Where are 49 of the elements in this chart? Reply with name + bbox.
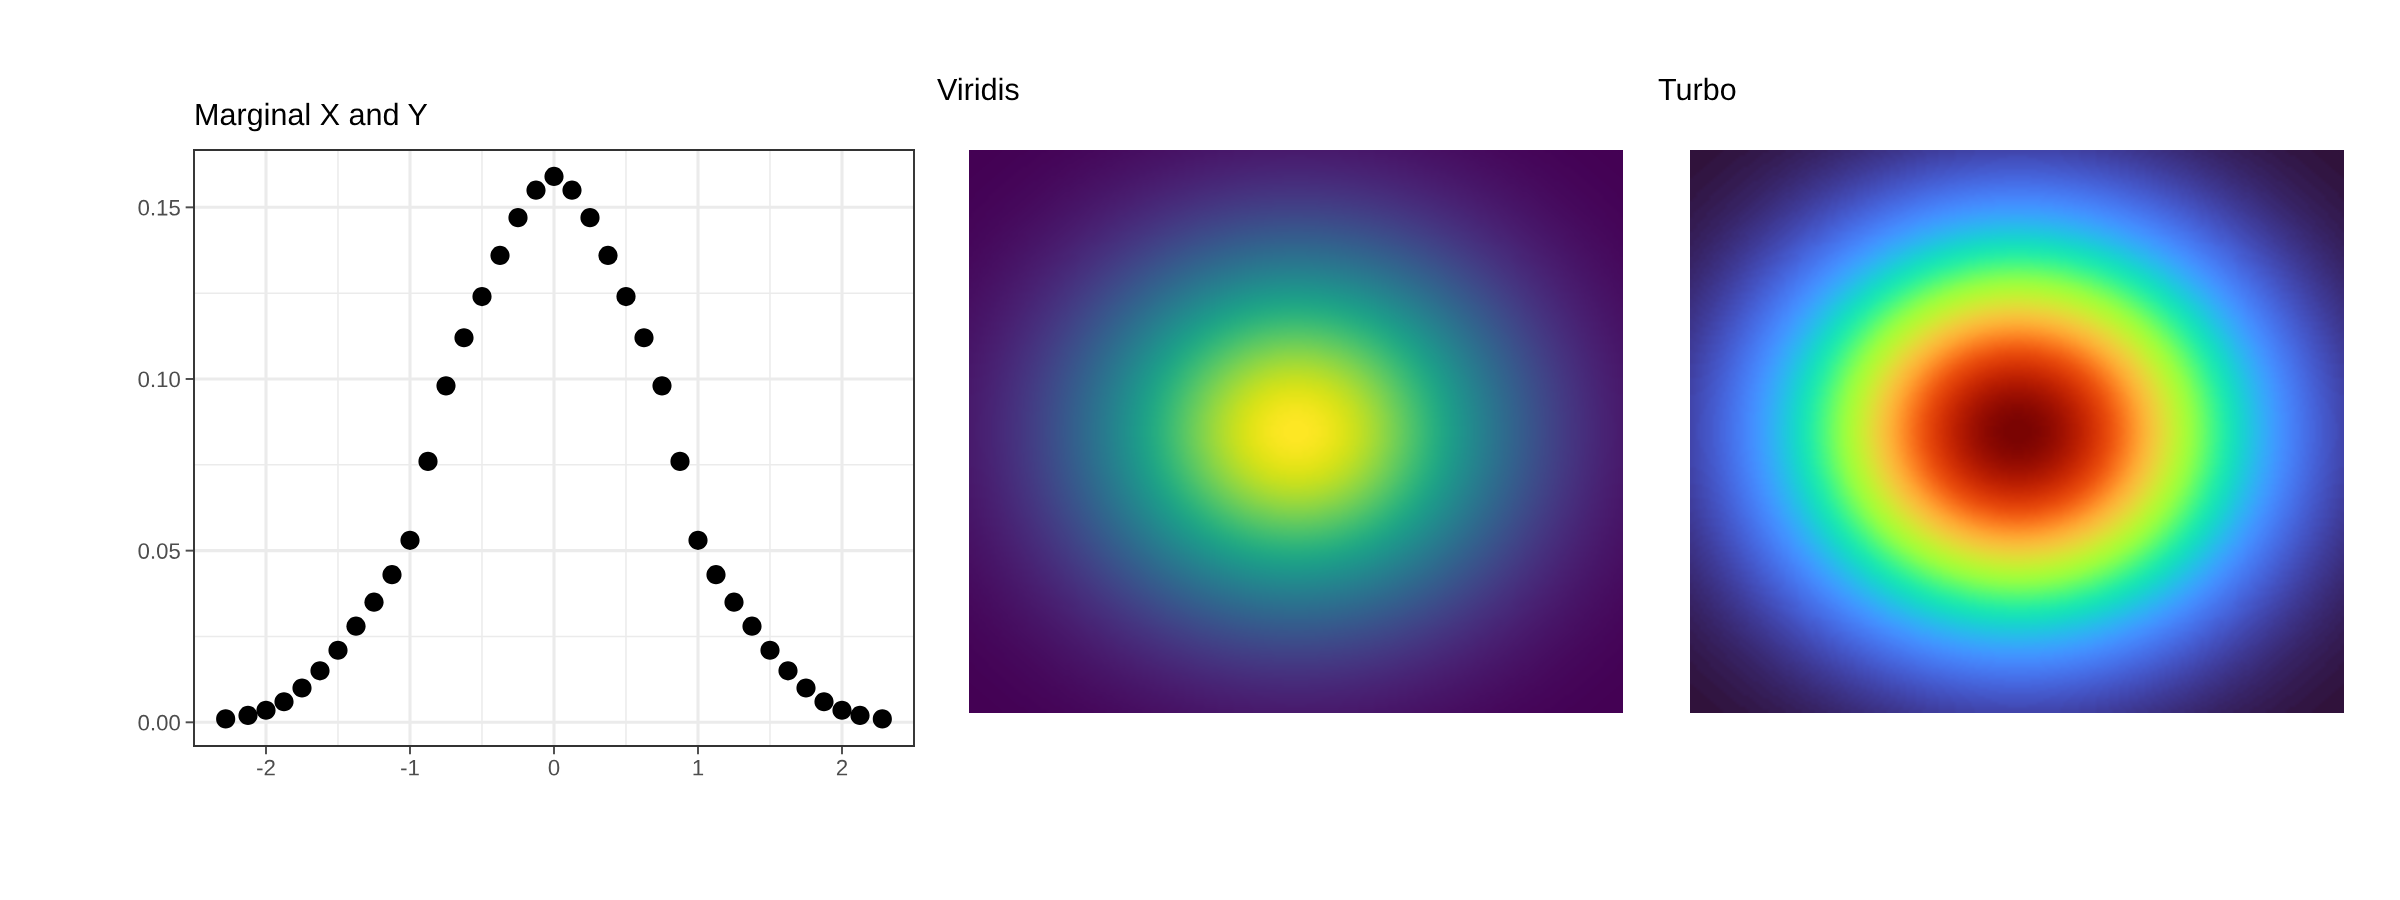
y-tick-label: 0.05 [138, 543, 180, 559]
x-tick-label: 2 [836, 759, 848, 776]
point [616, 287, 636, 307]
x-tick-label: 0 [548, 759, 560, 776]
point [814, 692, 834, 712]
point [778, 661, 798, 681]
text: Viridis [937, 77, 1019, 101]
point [256, 700, 276, 720]
y-tick-label: 0.15 [138, 199, 180, 216]
point [400, 530, 420, 550]
point [580, 208, 600, 228]
point [652, 376, 672, 396]
point [310, 661, 330, 681]
point [598, 245, 618, 265]
point [706, 565, 726, 585]
point [872, 709, 892, 729]
point [850, 705, 870, 726]
text: Turbo [1658, 77, 1736, 101]
point [274, 692, 294, 712]
point [490, 245, 510, 265]
point [454, 328, 474, 348]
point [688, 530, 708, 550]
point [382, 565, 402, 585]
x-tick-label: -1 [401, 760, 419, 776]
x-tick-label: 1 [693, 760, 704, 776]
point [742, 616, 762, 636]
point [216, 709, 236, 729]
point [670, 451, 690, 471]
y-tick-label: 0.10 [138, 371, 180, 388]
point [364, 592, 384, 612]
chart-title: Marginal X and Y [196, 102, 428, 132]
point [418, 451, 438, 471]
point [796, 678, 816, 698]
point [526, 180, 546, 200]
point [562, 180, 582, 200]
x-tick-label: -2 [257, 759, 275, 776]
point [328, 640, 348, 660]
point [634, 328, 654, 348]
point [472, 287, 492, 307]
y-tick-label: 0.00 [138, 714, 180, 731]
point [346, 616, 366, 636]
point [832, 700, 852, 720]
point [292, 678, 312, 698]
point [508, 208, 528, 228]
point [436, 376, 456, 396]
point [760, 640, 780, 660]
point [544, 166, 564, 187]
point [238, 705, 258, 726]
point [724, 592, 744, 612]
